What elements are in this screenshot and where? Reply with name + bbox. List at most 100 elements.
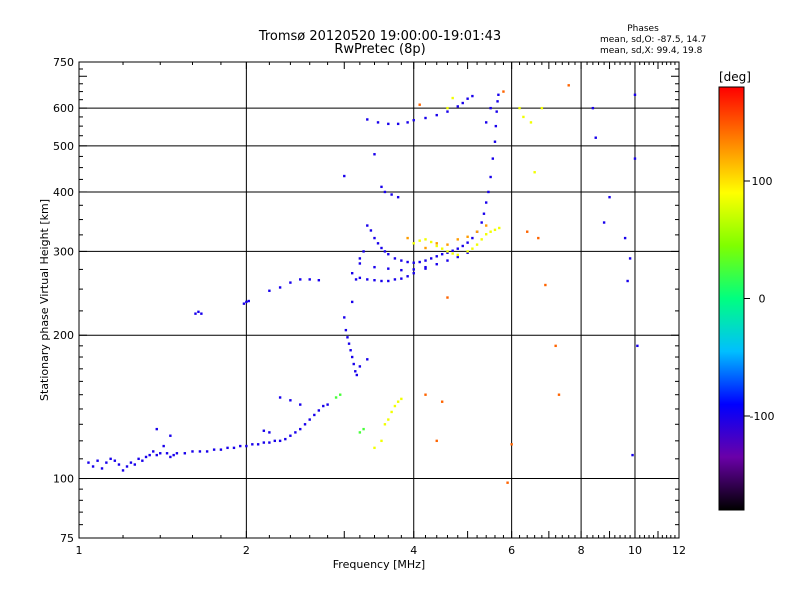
- data-point: [506, 481, 509, 484]
- data-point: [456, 105, 459, 108]
- data-point: [383, 423, 387, 426]
- data-point: [380, 439, 383, 443]
- data-point: [451, 96, 454, 100]
- data-point: [482, 212, 486, 215]
- phases-heading: Phases: [627, 24, 659, 34]
- data-point: [245, 444, 248, 448]
- data-point: [631, 453, 634, 457]
- data-point: [489, 106, 492, 110]
- data-point: [396, 122, 400, 126]
- data-point: [393, 278, 397, 281]
- data-point: [376, 242, 380, 245]
- data-point: [175, 452, 179, 455]
- data-point: [317, 279, 321, 282]
- data-point: [484, 201, 488, 204]
- data-point: [362, 250, 365, 253]
- data-point: [518, 106, 521, 110]
- data-point: [191, 450, 194, 453]
- data-point: [155, 427, 158, 431]
- data-point: [165, 452, 169, 455]
- data-point: [358, 431, 362, 434]
- data-point: [289, 399, 292, 402]
- data-point: [387, 122, 390, 126]
- data-point: [418, 260, 421, 264]
- data-point: [387, 418, 390, 421]
- data-point: [633, 93, 637, 96]
- data-point: [268, 431, 271, 434]
- data-point: [400, 277, 403, 280]
- data-point: [239, 444, 242, 448]
- data-point: [366, 358, 369, 361]
- data-point: [155, 453, 158, 457]
- data-point: [387, 252, 390, 256]
- data-point: [440, 252, 444, 256]
- data-point: [491, 157, 495, 160]
- data-point: [344, 328, 348, 332]
- data-point: [278, 396, 282, 399]
- colorbar-rect: [718, 86, 745, 511]
- data-point: [390, 410, 393, 414]
- data-point: [358, 276, 362, 280]
- data-point: [412, 268, 415, 271]
- data-point: [406, 236, 409, 240]
- data-point: [121, 469, 125, 472]
- data-point: [471, 94, 474, 98]
- data-point: [435, 242, 438, 245]
- data-point: [125, 465, 129, 468]
- data-point: [557, 393, 561, 396]
- data-point: [256, 443, 260, 446]
- data-point: [148, 453, 151, 457]
- data-point: [554, 344, 557, 348]
- data-point: [451, 252, 454, 255]
- data-point: [435, 255, 438, 258]
- data-point: [496, 100, 499, 103]
- data-point: [284, 437, 287, 441]
- data-point: [493, 140, 497, 143]
- data-point: [105, 461, 108, 464]
- data-point: [322, 404, 325, 408]
- data-point: [278, 439, 282, 443]
- x-tick-label: 2: [243, 544, 250, 557]
- data-point: [608, 195, 611, 199]
- data-point: [567, 84, 570, 87]
- y-tick-label: 200: [53, 329, 74, 342]
- data-point: [373, 236, 376, 240]
- data-point: [456, 255, 459, 259]
- data-point: [493, 228, 497, 232]
- data-point: [533, 171, 536, 174]
- data-point: [366, 224, 369, 227]
- data-point: [289, 434, 292, 437]
- colorbar: [deg] 100 0 -100: [718, 70, 774, 511]
- data-point: [484, 224, 488, 227]
- data-point: [456, 238, 459, 241]
- data-point: [424, 265, 427, 269]
- data-point: [380, 279, 383, 283]
- data-point: [418, 103, 421, 106]
- data-point: [591, 106, 595, 110]
- data-point: [522, 115, 525, 119]
- data-point: [350, 355, 354, 359]
- y-tick-label: 75: [60, 532, 74, 545]
- data-point: [268, 441, 271, 444]
- data-point: [396, 400, 400, 403]
- data-point: [484, 233, 488, 236]
- data-point: [406, 260, 409, 264]
- data-point: [162, 444, 165, 448]
- data-point: [355, 373, 359, 377]
- data-point: [354, 370, 357, 373]
- colorbar-ticks: 100 0 -100: [744, 175, 774, 423]
- data-point: [299, 278, 302, 281]
- data-point: [352, 362, 355, 366]
- data-point: [406, 275, 409, 278]
- data-point: [510, 443, 513, 446]
- phases-o-line: mean, sd,O: -87.5, 14.7: [600, 35, 706, 45]
- data-point: [334, 396, 338, 399]
- data-point: [373, 265, 376, 269]
- data-point: [376, 121, 380, 124]
- x-axis-label: Frequency [MHz]: [333, 558, 425, 571]
- data-point: [169, 434, 172, 437]
- data-point: [424, 246, 427, 250]
- data-point: [303, 423, 307, 426]
- x-tick-label: 1: [76, 544, 83, 557]
